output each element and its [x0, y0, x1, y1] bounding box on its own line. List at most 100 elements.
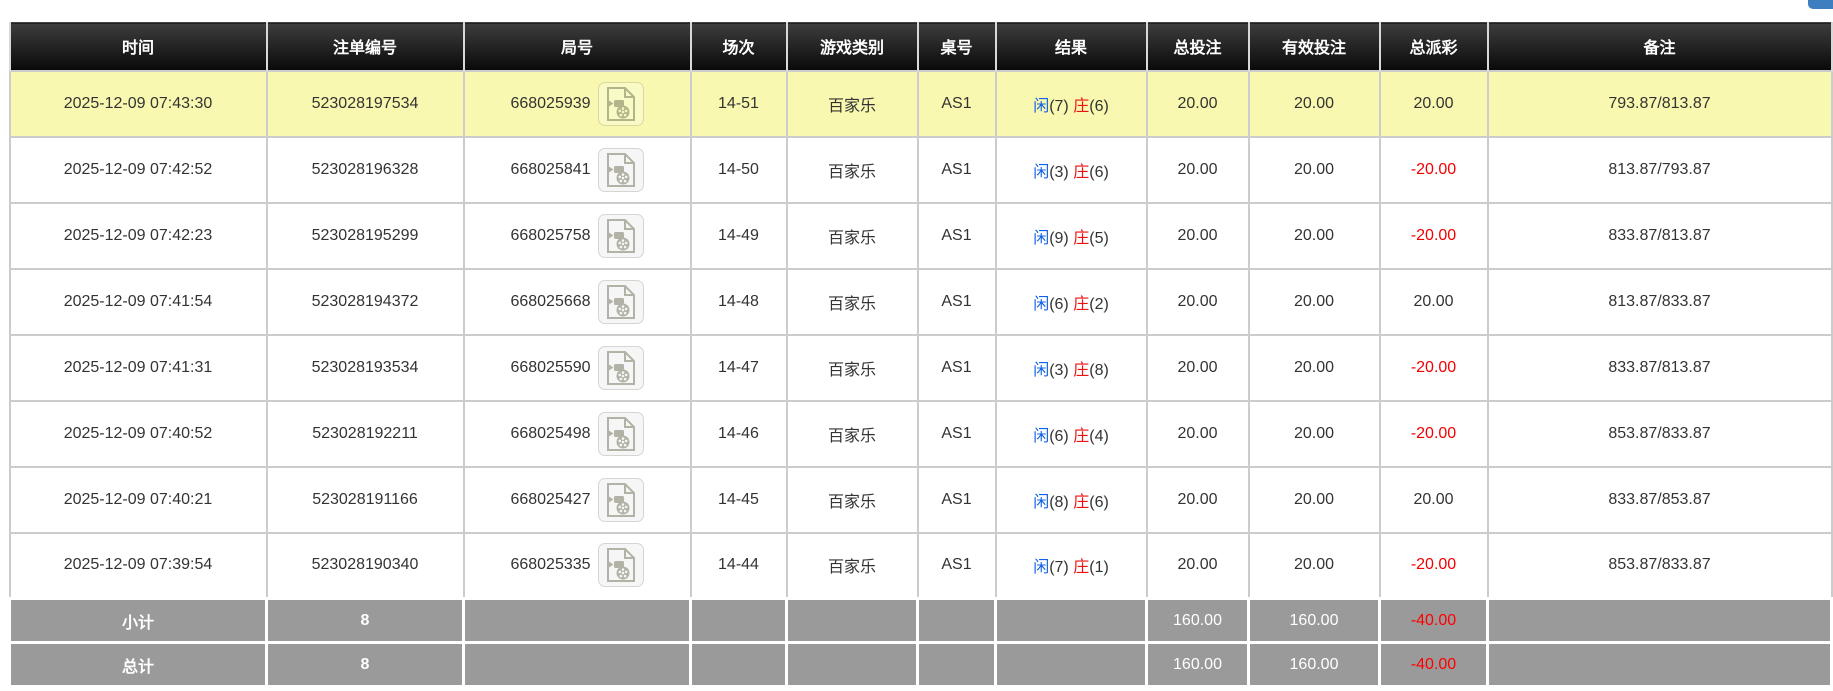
video-replay-button[interactable]	[597, 147, 644, 192]
round-number: 668025668	[510, 292, 591, 310]
session-cell: 14-47	[689, 333, 788, 402]
session-cell: 14-48	[689, 267, 788, 336]
summary-valid-bet-cell: 160.00	[1247, 641, 1381, 688]
summary-empty-cell	[916, 641, 997, 688]
table-row: 2025-12-09 07:42:23 523028195299 6680257…	[8, 201, 1833, 270]
table-no-cell: AS1	[916, 465, 997, 534]
summary-total-bet-cell: 160.00	[1145, 597, 1250, 644]
summary-empty-cell	[462, 597, 692, 644]
video-replay-button[interactable]	[597, 213, 644, 258]
table-no-cell: AS1	[916, 531, 997, 600]
player-label: 闲	[1033, 97, 1050, 115]
summary-empty-cell	[994, 597, 1148, 644]
video-replay-button[interactable]	[597, 345, 644, 390]
player-label: 闲	[1033, 163, 1050, 181]
game-type-cell: 百家乐	[785, 69, 919, 138]
banker-score: (2)	[1089, 295, 1109, 313]
round-number: 668025335	[510, 556, 591, 574]
round-cell: 668025335	[462, 531, 692, 600]
payout-cell: -20.00	[1378, 201, 1489, 270]
player-label: 闲	[1033, 493, 1050, 511]
remark-cell: 853.87/833.87	[1486, 399, 1833, 468]
bet-id-cell: 523028191166	[265, 465, 465, 534]
valid-bet-cell: 20.00	[1247, 201, 1381, 270]
table-row: 2025-12-09 07:43:30 523028197534 6680259…	[8, 69, 1833, 138]
column-header-session: 场次	[689, 22, 788, 71]
banker-label: 庄	[1073, 163, 1090, 181]
time-cell: 2025-12-09 07:40:21	[8, 465, 268, 534]
round-number: 668025758	[510, 226, 591, 244]
remark-cell: 833.87/813.87	[1486, 201, 1833, 270]
total-bet-cell: 20.00	[1145, 135, 1250, 204]
table-row: 2025-12-09 07:40:52 523028192211 6680254…	[8, 399, 1833, 468]
table-row: 2025-12-09 07:40:21 523028191166 6680254…	[8, 465, 1833, 534]
remark-cell: 833.87/853.87	[1486, 465, 1833, 534]
video-replay-button[interactable]	[597, 477, 644, 522]
total-bet-cell: 20.00	[1145, 465, 1250, 534]
banker-score: (6)	[1089, 493, 1109, 511]
player-score: (7)	[1049, 559, 1069, 577]
bet-id-cell: 523028195299	[265, 201, 465, 270]
video-document-icon	[606, 482, 636, 517]
round-cell: 668025841	[462, 135, 692, 204]
session-cell: 14-45	[689, 465, 788, 534]
total-bet-cell: 20.00	[1145, 267, 1250, 336]
video-replay-button[interactable]	[597, 411, 644, 456]
player-score: (3)	[1049, 361, 1069, 379]
video-replay-button[interactable]	[597, 279, 644, 324]
table-header: 时间 注单编号 局号 场次 游戏类别 桌号 结果 总投注 有效投注 总派彩 备注	[8, 22, 1833, 71]
total-bet-cell: 20.00	[1145, 531, 1250, 600]
valid-bet-cell: 20.00	[1247, 267, 1381, 336]
game-type-cell: 百家乐	[785, 465, 919, 534]
valid-bet-cell: 20.00	[1247, 333, 1381, 402]
game-type-cell: 百家乐	[785, 267, 919, 336]
video-replay-button[interactable]	[597, 543, 644, 588]
banker-score: (4)	[1089, 427, 1109, 445]
valid-bet-cell: 20.00	[1247, 399, 1381, 468]
bet-records-table: 时间 注单编号 局号 场次 游戏类别 桌号 结果 总投注 有效投注 总派彩 备注…	[8, 22, 1833, 688]
summary-row: 总计 8 160.00 160.00 -40.00	[8, 641, 1833, 688]
banker-score: (5)	[1089, 229, 1109, 247]
summary-empty-cell	[994, 641, 1148, 688]
result-cell: 闲(7) 庄(1)	[994, 531, 1148, 600]
table-no-cell: AS1	[916, 201, 997, 270]
result-cell: 闲(9) 庄(5)	[994, 201, 1148, 270]
payout-cell: 20.00	[1378, 267, 1489, 336]
player-label: 闲	[1033, 361, 1050, 379]
round-number: 668025590	[510, 358, 591, 376]
payout-cell: -20.00	[1378, 399, 1489, 468]
result-cell: 闲(6) 庄(2)	[994, 267, 1148, 336]
corner-button[interactable]	[1808, 0, 1833, 9]
banker-label: 庄	[1073, 295, 1090, 313]
session-cell: 14-44	[689, 531, 788, 600]
column-header-total-bet: 总投注	[1145, 22, 1250, 71]
bet-id-cell: 523028194372	[265, 267, 465, 336]
video-replay-button[interactable]	[597, 81, 644, 126]
player-label: 闲	[1033, 559, 1050, 577]
banker-label: 庄	[1073, 559, 1090, 577]
payout-cell: -20.00	[1378, 135, 1489, 204]
column-header-bet-id: 注单编号	[265, 22, 465, 71]
valid-bet-cell: 20.00	[1247, 465, 1381, 534]
summary-empty-cell	[1486, 597, 1833, 644]
bet-id-cell: 523028192211	[265, 399, 465, 468]
table-no-cell: AS1	[916, 399, 997, 468]
summary-empty-cell	[916, 597, 997, 644]
player-score: (7)	[1049, 97, 1069, 115]
round-cell: 668025668	[462, 267, 692, 336]
round-cell: 668025498	[462, 399, 692, 468]
column-header-result: 结果	[994, 22, 1148, 71]
time-cell: 2025-12-09 07:40:52	[8, 399, 268, 468]
total-bet-cell: 20.00	[1145, 333, 1250, 402]
game-type-cell: 百家乐	[785, 333, 919, 402]
player-score: (3)	[1049, 163, 1069, 181]
summary-payout-cell: -40.00	[1378, 597, 1489, 644]
game-type-cell: 百家乐	[785, 531, 919, 600]
column-header-round: 局号	[462, 22, 692, 71]
time-cell: 2025-12-09 07:42:23	[8, 201, 268, 270]
game-type-cell: 百家乐	[785, 135, 919, 204]
remark-cell: 813.87/793.87	[1486, 135, 1833, 204]
round-cell: 668025939	[462, 69, 692, 138]
summary-count-cell: 8	[265, 597, 465, 644]
video-document-icon	[606, 284, 636, 319]
